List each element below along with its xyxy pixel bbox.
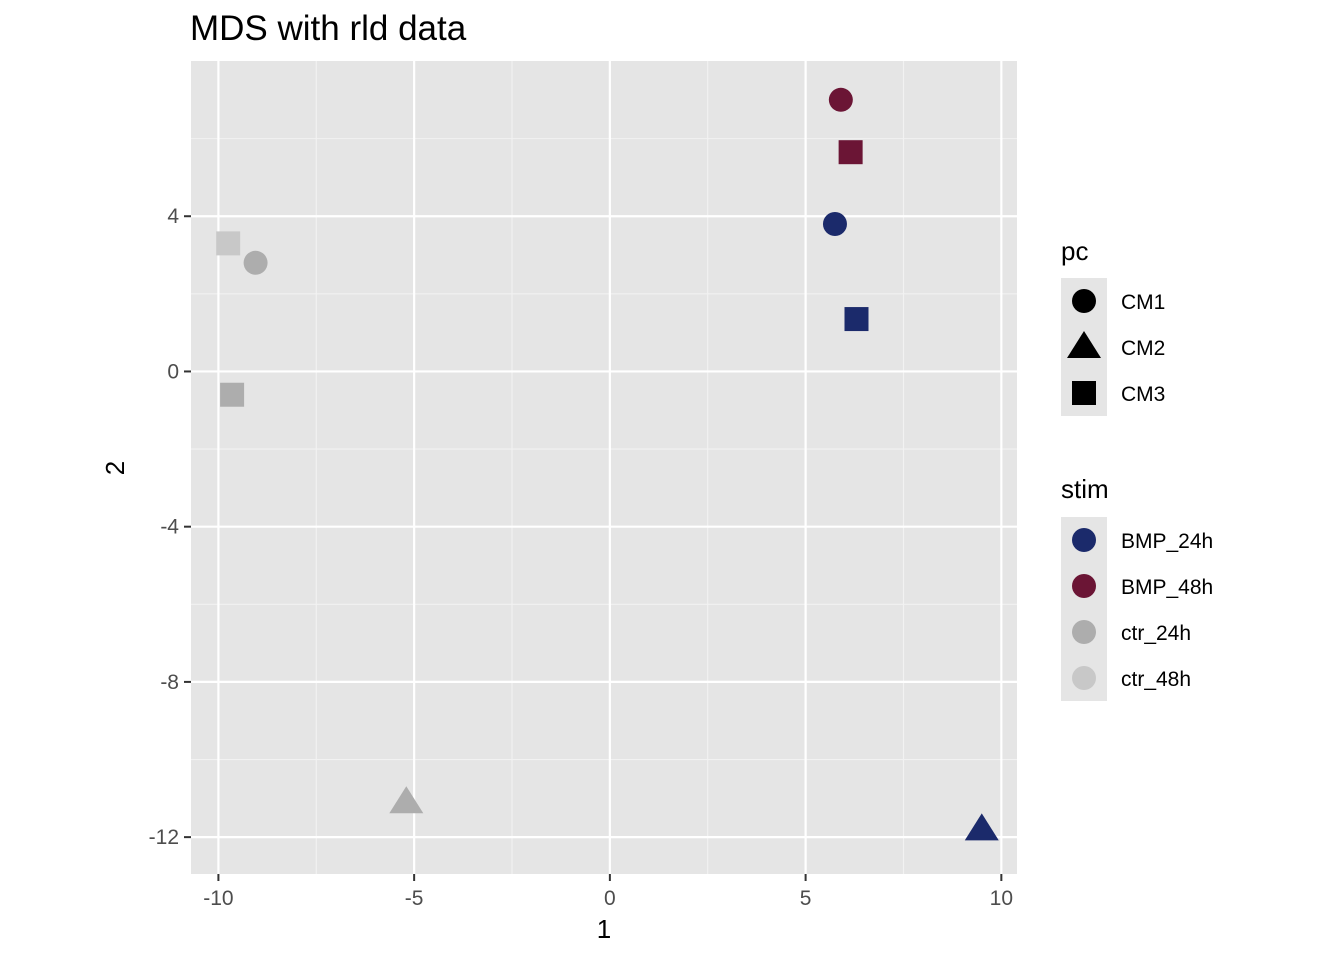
data-point — [844, 307, 869, 332]
legend-pc-key-circle — [1072, 289, 1096, 313]
y-tick-label: 4 — [167, 205, 179, 228]
plot-panel — [191, 61, 1017, 874]
y-tick-label: -4 — [160, 516, 179, 539]
legend-pc-key-square — [1072, 381, 1096, 405]
legend-stim: stim BMP_24h BMP_48h ctr_24h ctr_48h — [1061, 474, 1213, 701]
legend-pc-label: CM1 — [1121, 291, 1165, 314]
legend-stim-title: stim — [1061, 474, 1109, 504]
data-point — [220, 382, 245, 407]
legend-stim-key-swatch — [1072, 574, 1096, 598]
data-point — [964, 813, 999, 841]
legend-stim-label: BMP_48h — [1121, 576, 1213, 599]
chart-title: MDS with rld data — [190, 9, 467, 48]
legend-stim-label: BMP_24h — [1121, 530, 1213, 553]
data-point — [243, 250, 268, 275]
x-axis: -10 -5 0 5 10 — [203, 874, 1013, 910]
legend-stim-key-swatch — [1072, 620, 1096, 644]
legend-pc-label: CM3 — [1121, 383, 1165, 406]
legend-pc-label: CM2 — [1121, 337, 1165, 360]
x-tick-label: 5 — [800, 887, 812, 910]
data-points — [216, 87, 999, 841]
data-point — [389, 786, 424, 814]
legend-pc-key-triangle — [1067, 331, 1101, 358]
data-point — [838, 140, 863, 165]
y-axis-title: 2 — [100, 461, 130, 475]
x-tick-label: -10 — [203, 887, 233, 910]
grid-minor — [191, 61, 1017, 874]
legend-stim-label: ctr_48h — [1121, 668, 1191, 691]
grid-major — [191, 61, 1017, 874]
legend-stim-label: ctr_24h — [1121, 622, 1191, 645]
y-axis: -12 -8 -4 0 4 — [149, 205, 191, 849]
x-tick-label: 0 — [604, 887, 616, 910]
legend-stim-key-swatch — [1072, 666, 1096, 690]
data-point — [828, 87, 853, 112]
x-tick-label: 10 — [990, 887, 1013, 910]
data-point — [822, 211, 847, 236]
legend-pc-title: pc — [1061, 236, 1088, 266]
x-tick-label: -5 — [405, 887, 424, 910]
x-axis-title: 1 — [597, 914, 611, 944]
y-tick-label: -8 — [160, 671, 179, 694]
y-tick-label: 0 — [167, 360, 179, 383]
legend-stim-key-swatch — [1072, 528, 1096, 552]
y-tick-label: -12 — [149, 826, 179, 849]
legend-pc: pc CM1 CM2 CM3 — [1061, 236, 1165, 416]
data-point — [216, 231, 241, 256]
